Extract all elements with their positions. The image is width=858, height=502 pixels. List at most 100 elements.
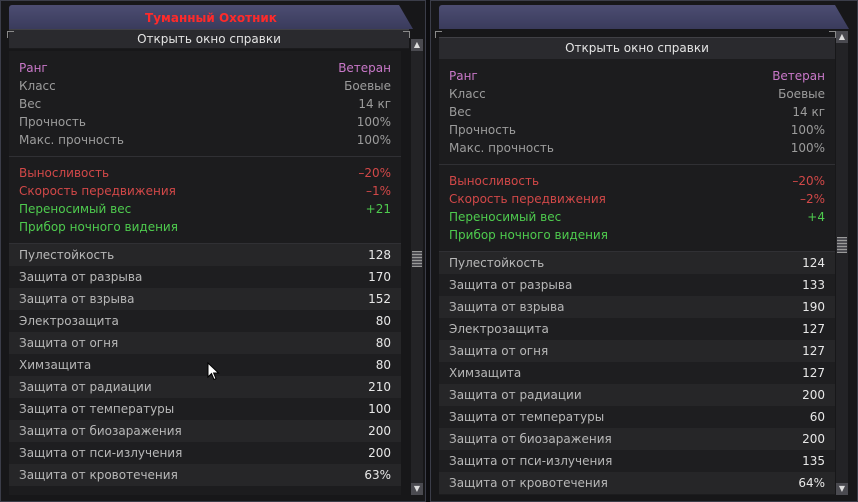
row-label: Защита от взрыва	[19, 292, 135, 306]
left-info-section: Ранг Ветеран Класс Боевые Вес 14 кг Прочность 1…	[9, 51, 401, 149]
row-label: Электрозащита	[449, 322, 549, 336]
left-scroll-thumb[interactable]	[412, 251, 422, 267]
row-label: Скорость передвижения	[449, 192, 606, 206]
row-label: Класс	[449, 87, 486, 101]
row-label: Защита от температуры	[449, 410, 605, 424]
left-content: Ранг Ветеран Класс Боевые Вес 14 кг Прочность 1…	[9, 51, 401, 495]
row-label: Защита от кровотечения	[19, 468, 178, 482]
row-label: Вес	[449, 105, 472, 119]
left-scroll-up-icon[interactable]: ▲	[411, 39, 423, 51]
info-row: Прочность 100%	[439, 121, 835, 139]
row-value: 64%	[798, 476, 825, 490]
row-value: 127	[802, 322, 825, 336]
row-label: Прочность	[449, 123, 516, 137]
row-label: Вес	[19, 97, 42, 111]
left-divider-2	[9, 243, 401, 244]
stat-row: Защита от радиации 200	[439, 384, 835, 406]
stat-row: Защита от биозаражения 200	[9, 420, 401, 442]
info-row: Прочность 100%	[9, 113, 401, 131]
row-label: Ранг	[19, 61, 48, 75]
row-value: +21	[365, 202, 391, 216]
row-value: Ветеран	[338, 61, 391, 75]
info-row: Ранг Ветеран	[439, 67, 835, 85]
left-scroll-down-icon[interactable]: ▼	[411, 483, 423, 495]
left-help-button[interactable]: Открыть окно справки	[9, 29, 409, 49]
right-scrollbar[interactable]: ▲ ▼	[836, 31, 848, 495]
row-value: +4	[807, 210, 825, 224]
row-label: Защита от радиации	[449, 388, 582, 402]
row-label: Химзащита	[449, 366, 522, 380]
row-label: Защита от биозаражения	[19, 424, 182, 438]
left-scrollbar[interactable]: ▲ ▼	[411, 39, 423, 495]
row-value: 80	[375, 336, 391, 350]
row-label: Макс. прочность	[19, 133, 124, 147]
right-info-section: Ранг Ветеран Класс Боевые Вес 14 кг Прочность 1…	[439, 59, 835, 157]
row-label: Защита от биозаражения	[449, 432, 612, 446]
right-divider-2	[439, 251, 835, 252]
row-value: 100%	[356, 115, 391, 129]
row-label: Защита от огня	[449, 344, 549, 358]
right-scroll-down-icon[interactable]: ▼	[836, 483, 848, 495]
row-label: Переносимый вес	[19, 202, 132, 216]
row-value: Боевые	[344, 79, 391, 93]
row-value: 128	[368, 248, 391, 262]
row-label: Переносимый вес	[449, 210, 562, 224]
effect-row: Скорость передвижения –1%	[9, 182, 401, 200]
row-value: –20%	[792, 174, 825, 188]
info-row: Класс Боевые	[9, 77, 401, 95]
stat-row: Защита от температуры 60	[439, 406, 835, 428]
info-row: Макс. прочность 100%	[439, 139, 835, 157]
row-label: Защита от разрыва	[449, 278, 573, 292]
stat-row: Защита от температуры 100	[9, 398, 401, 420]
row-value: 200	[802, 388, 825, 402]
stat-row: Защита от кровотечения 64%	[439, 472, 835, 494]
row-label: Класс	[19, 79, 56, 93]
right-content: Ранг Ветеран Класс Боевые Вес 14 кг Прочность 1…	[439, 59, 835, 495]
row-label: Электрозащита	[19, 314, 119, 328]
stat-row: Защита от разрыва 133	[439, 274, 835, 296]
row-value: 133	[802, 278, 825, 292]
row-value: 200	[368, 424, 391, 438]
right-title-bar	[439, 5, 849, 29]
effect-row: Скорость передвижения –2%	[439, 190, 835, 208]
row-value: 100%	[356, 133, 391, 147]
row-value: Боевые	[778, 87, 825, 101]
row-label: Пулестойкость	[19, 248, 115, 262]
info-row: Класс Боевые	[439, 85, 835, 103]
effect-row: Переносимый вес +21	[9, 200, 401, 218]
row-value: 200	[802, 432, 825, 446]
row-label: Защита от температуры	[19, 402, 175, 416]
stat-row: Защита от пси-излучения 200	[9, 442, 401, 464]
row-value: Ветеран	[772, 69, 825, 83]
left-divider-1	[9, 156, 401, 157]
effect-row: Выносливость –20%	[439, 172, 835, 190]
right-corner-bracket	[435, 31, 442, 38]
right-scroll-thumb[interactable]	[837, 237, 847, 253]
right-help-button[interactable]: Открыть окно справки	[439, 37, 835, 61]
row-value: 63%	[364, 468, 391, 482]
info-row: Ранг Ветеран	[9, 59, 401, 77]
right-divider-1	[439, 164, 835, 165]
stat-row: Химзащита 80	[9, 354, 401, 376]
row-value: –20%	[358, 166, 391, 180]
stat-row: Защита от кровотечения 63%	[9, 464, 401, 486]
effect-row: Переносимый вес +4	[439, 208, 835, 226]
right-stats-table: Пулестойкость 124 Защита от разрыва 133 Защи…	[439, 252, 835, 494]
left-effects-section: Выносливость –20% Скорость передвижения –1%…	[9, 164, 401, 236]
mouse-cursor-icon	[207, 362, 220, 381]
left-corner-bracket	[7, 31, 14, 38]
left-stats-table: Пулестойкость 128 Защита от разрыва 170 Защи…	[9, 244, 401, 486]
info-row: Вес 14 кг	[439, 103, 835, 121]
row-value: 190	[802, 300, 825, 314]
stat-row: Пулестойкость 128	[9, 244, 401, 266]
row-label: Защита от взрыва	[449, 300, 565, 314]
row-value: 210	[368, 380, 391, 394]
row-value: 14 кг	[358, 97, 391, 111]
stat-row: Защита от огня 80	[9, 332, 401, 354]
row-value: 80	[375, 358, 391, 372]
row-value: 152	[368, 292, 391, 306]
row-label: Прибор ночного видения	[19, 220, 178, 234]
effect-row: Прибор ночного видения	[439, 226, 835, 244]
right-scroll-up-icon[interactable]: ▲	[836, 31, 848, 43]
stat-row: Защита от взрыва 190	[439, 296, 835, 318]
